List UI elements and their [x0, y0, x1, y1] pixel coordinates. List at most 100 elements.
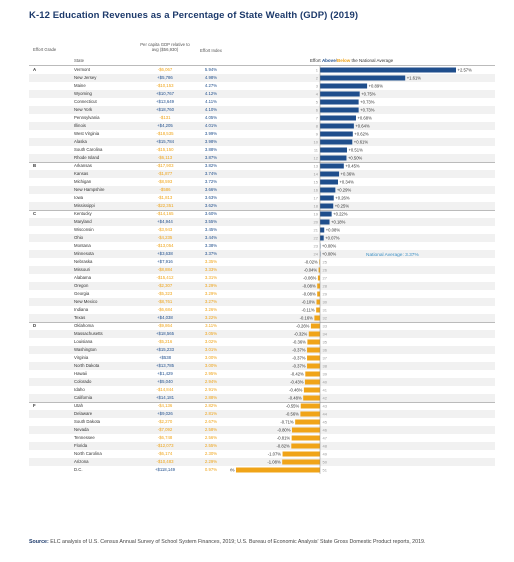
index-cell: 3.00% — [204, 363, 218, 368]
state-cell: Ohio — [74, 235, 84, 240]
table-row: Colorado +$5,040 2.94% — [29, 378, 495, 386]
rank-label: 29 — [323, 292, 328, 297]
state-cell: D.C. — [74, 467, 83, 472]
pcg-cell: -$4,136 — [157, 403, 173, 408]
header-grade: Effort Grade — [33, 47, 57, 52]
index-cell: 2.30% — [204, 451, 218, 456]
pcg-cell: -$15,150 — [156, 147, 174, 152]
table-row: New Hampshire -$586 3.66% — [29, 186, 495, 194]
pcg-cell: -$6,113 — [157, 155, 173, 160]
pcg-cell: +$10,767 — [155, 91, 175, 96]
data-label: +0.36% — [341, 172, 356, 177]
rank-label: 44 — [323, 412, 328, 417]
table-row: New York +$18,760 4.10% — [29, 106, 495, 114]
state-cell: Indiana — [74, 307, 89, 312]
data-label: -0.32% — [294, 332, 308, 337]
bar — [291, 435, 320, 441]
header-pcg: Per capita GDP relative to avg ($56,930) — [140, 42, 190, 53]
pcg-cell: -$22,351 — [156, 203, 174, 208]
state-cell: Missouri — [74, 267, 90, 272]
grade-cell: C — [33, 211, 37, 216]
legend-below: Below — [336, 58, 351, 63]
rank-label: 39 — [323, 372, 328, 377]
rank-label: 14 — [314, 172, 319, 177]
data-label: -1.07% — [268, 452, 282, 457]
data-label: -0.37% — [292, 348, 306, 353]
rank-label: 19 — [314, 212, 319, 217]
rank-label: 16 — [314, 188, 319, 193]
pcg-cell: +$3,638 — [157, 251, 173, 256]
data-label: +0.73% — [360, 100, 375, 105]
bar — [320, 91, 360, 97]
pcg-cell: -$8,593 — [157, 179, 173, 184]
pcg-cell: -$17,903 — [156, 163, 174, 168]
table-row: B Arkansas -$17,903 3.82% — [29, 162, 495, 170]
table-row: Kansas -$1,877 3.74% — [29, 170, 495, 178]
index-cell: 3.62% — [204, 203, 218, 208]
data-label: -0.04% — [304, 268, 318, 273]
index-cell: 2.55% — [204, 443, 218, 448]
pcg-cell: +$5,040 — [157, 379, 173, 384]
data-label: +1.61% — [407, 76, 422, 81]
pcg-cell: -$10,483 — [156, 459, 174, 464]
data-label: +0.00% — [322, 244, 337, 249]
national-average-label: National Average: 3.37% — [366, 252, 419, 258]
data-label: +0.75% — [361, 92, 376, 97]
data-label: +0.51% — [348, 148, 363, 153]
table-row: Maryland +$4,944 3.55% — [29, 218, 495, 226]
state-cell: Minnesota — [74, 251, 94, 256]
index-cell: 3.11% — [205, 323, 217, 328]
rank-label: 46 — [323, 428, 328, 433]
legend-header: Effort Above/Below the National Average — [310, 58, 394, 63]
index-cell: 4.12% — [204, 91, 218, 96]
index-cell: 3.87% — [204, 155, 218, 160]
bar — [317, 275, 320, 281]
table-row: Wyoming +$10,767 4.12% — [29, 90, 495, 98]
state-cell: New Mexico — [74, 299, 98, 304]
data-label: +0.45% — [345, 164, 360, 169]
index-cell: 4.05% — [204, 115, 218, 120]
table-row: Tennessee -$6,748 2.56% — [29, 434, 495, 442]
data-label: +0.50% — [348, 156, 363, 161]
pcg-cell: +$538 — [158, 355, 172, 360]
table-row: South Carolina -$15,150 3.88% — [29, 146, 495, 154]
grade-divider — [29, 210, 495, 211]
state-cell: Washington — [74, 347, 97, 352]
bar — [320, 179, 338, 185]
pcg-cell: -$8,761 — [157, 299, 173, 304]
table-row: Washington +$15,233 3.01% — [29, 346, 495, 354]
pcg-cell: +$7,916 — [157, 259, 173, 264]
index-cell: 3.02% — [204, 339, 218, 344]
bar — [310, 323, 320, 329]
pcg-cell: -$14,165 — [156, 211, 174, 216]
index-cell: 2.56% — [204, 435, 218, 440]
data-label: +0.68% — [357, 116, 372, 121]
pcg-cell: -$586 — [159, 187, 171, 192]
bar — [307, 347, 320, 353]
state-cell: Alabama — [74, 275, 91, 280]
pcg-cell: +$15,233 — [155, 347, 175, 352]
pcg-cell: -$1,813 — [157, 195, 173, 200]
source-text: ELC analysis of U.S. Census Annual Surve… — [50, 539, 426, 545]
state-cell: Arizona — [74, 459, 89, 464]
bar — [320, 139, 353, 145]
pcg-cell: -$6,748 — [157, 435, 173, 440]
index-cell: 3.45% — [204, 227, 218, 232]
data-label: +0.08% — [326, 228, 341, 233]
effort-bar-chart: +2.57% 1 +1.61% 2 +0.89% 3 +0.75% 4 +0.73% 5 +0.73… — [230, 66, 472, 474]
data-label: -0.26% — [296, 324, 310, 329]
data-label: -0.37% — [292, 356, 306, 361]
table-row: Oregon -$2,307 3.29% — [29, 282, 495, 290]
state-cell: Michigan — [74, 179, 92, 184]
state-cell: New Jersey — [74, 75, 97, 80]
state-cell: Vermont — [74, 67, 91, 72]
index-cell: 2.95% — [204, 371, 218, 376]
state-cell: Arkansas — [74, 163, 92, 168]
bar — [307, 339, 320, 345]
table-row: Alaska +$15,784 3.98% — [29, 138, 495, 146]
state-cell: Louisiana — [74, 339, 93, 344]
table-row: Massachusetts +$18,565 3.05% — [29, 330, 495, 338]
data-label: -1.08% — [267, 460, 281, 465]
state-cell: Mississippi — [74, 203, 95, 208]
state-cell: South Carolina — [74, 147, 103, 152]
